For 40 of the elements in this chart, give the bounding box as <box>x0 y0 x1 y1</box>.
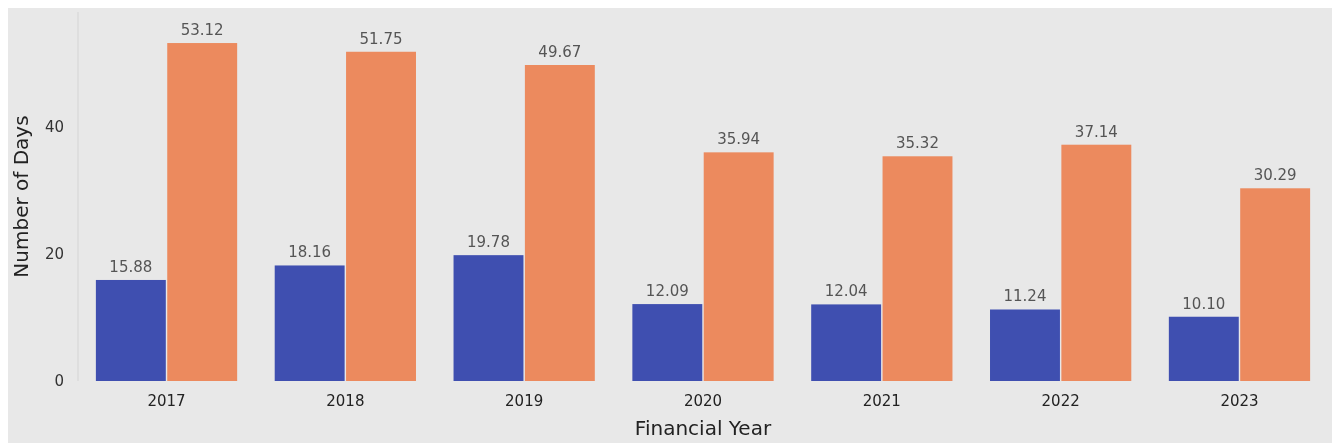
data-label: 15.88 <box>109 257 153 276</box>
data-label: 11.24 <box>1003 287 1047 306</box>
data-label: 49.67 <box>538 43 582 61</box>
bar <box>1240 188 1311 381</box>
bar <box>632 304 703 381</box>
bar <box>274 265 345 381</box>
bar <box>1168 316 1239 381</box>
data-label: 35.94 <box>717 130 761 149</box>
x-tick-label: 2021 <box>862 392 901 410</box>
data-label: 18.16 <box>288 243 332 262</box>
bar <box>95 279 166 381</box>
bar <box>1061 144 1132 381</box>
data-label: 51.75 <box>359 29 403 48</box>
data-label: 30.29 <box>1253 166 1297 185</box>
x-tick-label: 2017 <box>147 392 186 410</box>
bar <box>990 309 1060 381</box>
bar <box>453 255 524 381</box>
y-tick-label: 40 <box>44 117 64 136</box>
x-tick-label: 2019 <box>505 392 544 410</box>
data-label: 35.32 <box>896 134 939 153</box>
bar <box>703 152 774 381</box>
x-tick-label: 2023 <box>1220 392 1259 410</box>
x-axis-title: Financial Year <box>634 416 772 440</box>
bar <box>167 43 238 381</box>
x-tick-label: 2018 <box>326 392 365 410</box>
x-tick-label: 2022 <box>1041 392 1080 410</box>
y-axis-title: Number of Days <box>9 115 33 278</box>
x-tick-label: 2020 <box>683 392 723 410</box>
bar <box>811 304 882 381</box>
data-label: 37.14 <box>1074 122 1118 141</box>
y-tick-label: 0 <box>54 372 64 391</box>
y-tick-label: 20 <box>44 245 64 264</box>
bar <box>524 65 595 381</box>
bar <box>346 51 416 381</box>
data-label: 12.09 <box>645 282 689 301</box>
data-label: 53.12 <box>180 21 224 40</box>
bar <box>882 156 953 381</box>
data-label: 10.10 <box>1182 294 1226 313</box>
data-label: 12.04 <box>824 282 868 301</box>
data-label: 19.78 <box>467 233 510 252</box>
